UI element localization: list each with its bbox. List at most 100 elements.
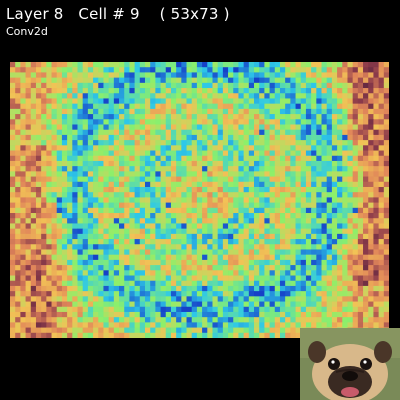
heatmap-cell	[35, 82, 42, 89]
pug-nose	[342, 371, 358, 381]
heatmap-cell	[10, 244, 16, 250]
heatmap-cell	[321, 244, 328, 250]
heatmap-cell	[124, 82, 130, 89]
heatmap-cell	[10, 166, 16, 172]
heatmap-cell	[305, 108, 312, 115]
heatmap-cell	[56, 108, 63, 115]
heatmap-cell	[129, 171, 135, 177]
heatmap-cell	[217, 275, 224, 282]
heatmap-cell	[264, 213, 270, 219]
heatmap-cell	[191, 103, 198, 110]
heatmap-cell	[347, 119, 354, 125]
heatmap-cell	[290, 197, 296, 204]
heatmap-cell	[56, 213, 63, 219]
heatmap-cell	[383, 244, 389, 250]
heatmap-cell	[41, 244, 47, 250]
heatmap-cell	[155, 155, 161, 162]
heatmap-cell	[176, 259, 182, 266]
heatmap-cell	[243, 223, 250, 230]
heatmap-cell	[331, 134, 338, 141]
heatmap-cell	[170, 233, 177, 240]
heatmap-cell	[113, 160, 120, 167]
heatmap-cell	[269, 93, 276, 99]
heatmap-cell	[77, 327, 84, 334]
heatmap-cell	[82, 332, 89, 338]
heatmap-cell	[77, 285, 84, 292]
heatmap-cell	[56, 72, 63, 79]
heatmap-cell	[357, 160, 364, 167]
heatmap-cell	[363, 103, 369, 110]
heatmap-cell	[326, 202, 333, 209]
heatmap-cell	[243, 192, 250, 198]
pug-left-ear	[308, 341, 326, 363]
heatmap-cell	[25, 67, 32, 73]
heatmap-cell	[264, 259, 270, 266]
heatmap-cell	[181, 301, 187, 308]
heatmap-cell	[305, 322, 312, 328]
heatmap-cell	[56, 114, 63, 120]
heatmap-cell	[87, 265, 94, 271]
heatmap-cell	[87, 259, 94, 266]
heatmap-cell	[217, 108, 224, 115]
heatmap-cell	[150, 140, 156, 146]
heatmap-cell	[113, 249, 120, 256]
heatmap-cell	[15, 296, 21, 302]
heatmap-cell	[35, 291, 42, 297]
heatmap-cell	[191, 176, 198, 183]
heatmap-cell	[207, 332, 213, 338]
heatmap-cell	[15, 228, 21, 235]
heatmap-cell	[217, 228, 224, 235]
heatmap-cell	[207, 155, 213, 162]
heatmap-cell	[207, 207, 213, 214]
heatmap-cell	[378, 93, 385, 99]
heatmap-cell	[46, 332, 52, 338]
heatmap-cell	[202, 114, 208, 120]
heatmap-cell	[285, 291, 291, 297]
heatmap-cell	[202, 77, 208, 84]
heatmap-cell	[10, 119, 16, 125]
heatmap-cell	[46, 155, 52, 162]
heatmap-cell	[72, 176, 78, 183]
heatmap-cell	[25, 332, 32, 338]
heatmap-cell	[93, 176, 99, 183]
heatmap-cell	[46, 249, 52, 256]
heatmap-cell	[93, 233, 99, 240]
heatmap-cell	[119, 223, 125, 230]
heatmap-cell	[144, 322, 151, 328]
heatmap-cell	[316, 88, 322, 94]
heatmap-cell	[274, 265, 281, 271]
heatmap-cell	[269, 88, 276, 94]
heatmap-cell	[331, 228, 338, 235]
heatmap-cell	[170, 145, 177, 151]
heatmap-cell	[51, 114, 58, 120]
heatmap-cell	[170, 166, 177, 172]
heatmap-cell	[279, 129, 286, 136]
heatmap-cell	[191, 150, 198, 157]
heatmap-cell	[259, 171, 265, 177]
heatmap-cell	[269, 140, 276, 146]
heatmap-cell	[176, 150, 182, 157]
heatmap-cell	[25, 285, 32, 292]
heatmap-cell	[150, 280, 156, 287]
heatmap-cell	[139, 265, 146, 271]
heatmap-cell	[368, 88, 374, 94]
heatmap-cell	[264, 322, 270, 328]
heatmap-cell	[56, 186, 63, 193]
heatmap-cell	[202, 285, 208, 292]
heatmap-cell	[134, 72, 141, 79]
heatmap-cell	[51, 62, 58, 68]
heatmap-cell	[41, 223, 47, 230]
heatmap-cell	[264, 223, 270, 230]
heatmap-cell	[305, 280, 312, 287]
heatmap-cell	[20, 317, 26, 323]
layer-cell-title: Layer 8 Cell # 9 ( 53x73 )	[6, 5, 230, 23]
heatmap-cell	[41, 108, 47, 115]
heatmap-cell	[191, 197, 198, 204]
heatmap-cell	[347, 140, 354, 146]
heatmap-cell	[378, 197, 385, 204]
heatmap-cell	[129, 218, 135, 224]
heatmap-cell	[217, 93, 224, 99]
heatmap-cell	[35, 160, 42, 167]
heatmap-cell	[35, 62, 42, 68]
heatmap-cell	[155, 207, 161, 214]
